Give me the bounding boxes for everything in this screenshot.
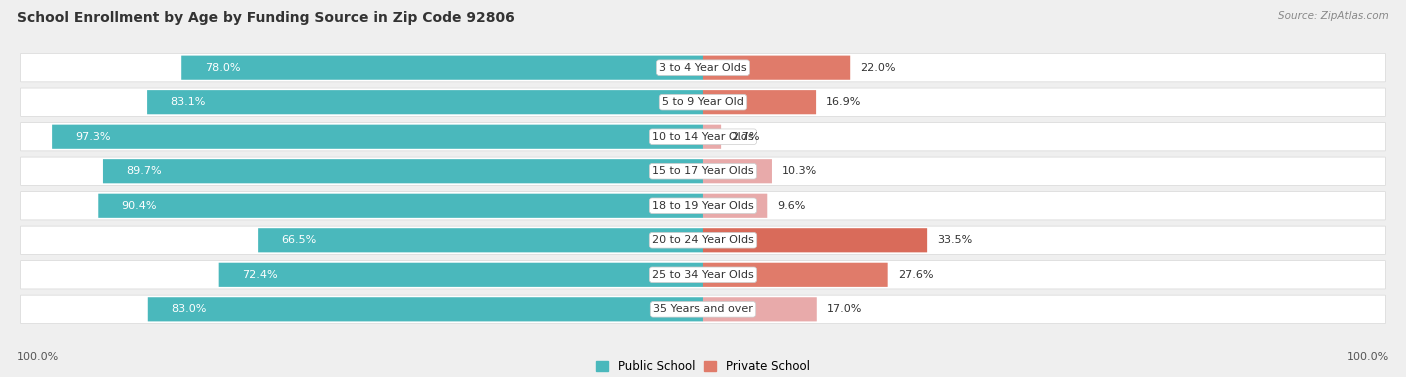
Text: School Enrollment by Age by Funding Source in Zip Code 92806: School Enrollment by Age by Funding Sour… [17,11,515,25]
Text: 27.6%: 27.6% [897,270,934,280]
FancyBboxPatch shape [21,54,1385,82]
Text: 16.9%: 16.9% [827,97,862,107]
FancyBboxPatch shape [703,159,772,183]
Text: 100.0%: 100.0% [17,352,59,362]
Text: 15 to 17 Year Olds: 15 to 17 Year Olds [652,166,754,176]
FancyBboxPatch shape [21,261,1385,289]
Text: 5 to 9 Year Old: 5 to 9 Year Old [662,97,744,107]
Text: 83.0%: 83.0% [172,304,207,314]
FancyBboxPatch shape [21,88,1385,116]
Text: 72.4%: 72.4% [242,270,278,280]
Text: 90.4%: 90.4% [122,201,157,211]
Text: 18 to 19 Year Olds: 18 to 19 Year Olds [652,201,754,211]
FancyBboxPatch shape [259,228,703,252]
FancyBboxPatch shape [148,90,703,114]
FancyBboxPatch shape [703,228,927,252]
FancyBboxPatch shape [703,90,815,114]
Text: Source: ZipAtlas.com: Source: ZipAtlas.com [1278,11,1389,21]
FancyBboxPatch shape [181,55,703,80]
FancyBboxPatch shape [52,125,703,149]
Text: 100.0%: 100.0% [1347,352,1389,362]
Legend: Public School, Private School: Public School, Private School [592,355,814,377]
Text: 10 to 14 Year Olds: 10 to 14 Year Olds [652,132,754,142]
Text: 35 Years and over: 35 Years and over [652,304,754,314]
FancyBboxPatch shape [703,263,887,287]
Text: 78.0%: 78.0% [205,63,240,73]
Text: 22.0%: 22.0% [860,63,896,73]
FancyBboxPatch shape [21,123,1385,151]
FancyBboxPatch shape [703,55,851,80]
FancyBboxPatch shape [21,295,1385,323]
Text: 66.5%: 66.5% [281,235,316,245]
FancyBboxPatch shape [703,125,721,149]
Text: 17.0%: 17.0% [827,304,862,314]
Text: 3 to 4 Year Olds: 3 to 4 Year Olds [659,63,747,73]
Text: 9.6%: 9.6% [778,201,806,211]
Text: 20 to 24 Year Olds: 20 to 24 Year Olds [652,235,754,245]
Text: 25 to 34 Year Olds: 25 to 34 Year Olds [652,270,754,280]
Text: 83.1%: 83.1% [170,97,205,107]
FancyBboxPatch shape [703,297,817,322]
Text: 10.3%: 10.3% [782,166,817,176]
FancyBboxPatch shape [703,194,768,218]
FancyBboxPatch shape [21,157,1385,185]
FancyBboxPatch shape [103,159,703,183]
FancyBboxPatch shape [21,192,1385,220]
FancyBboxPatch shape [21,226,1385,254]
Text: 2.7%: 2.7% [731,132,759,142]
Text: 89.7%: 89.7% [127,166,162,176]
Text: 97.3%: 97.3% [76,132,111,142]
FancyBboxPatch shape [148,297,703,322]
FancyBboxPatch shape [219,263,703,287]
Text: 33.5%: 33.5% [938,235,973,245]
FancyBboxPatch shape [98,194,703,218]
